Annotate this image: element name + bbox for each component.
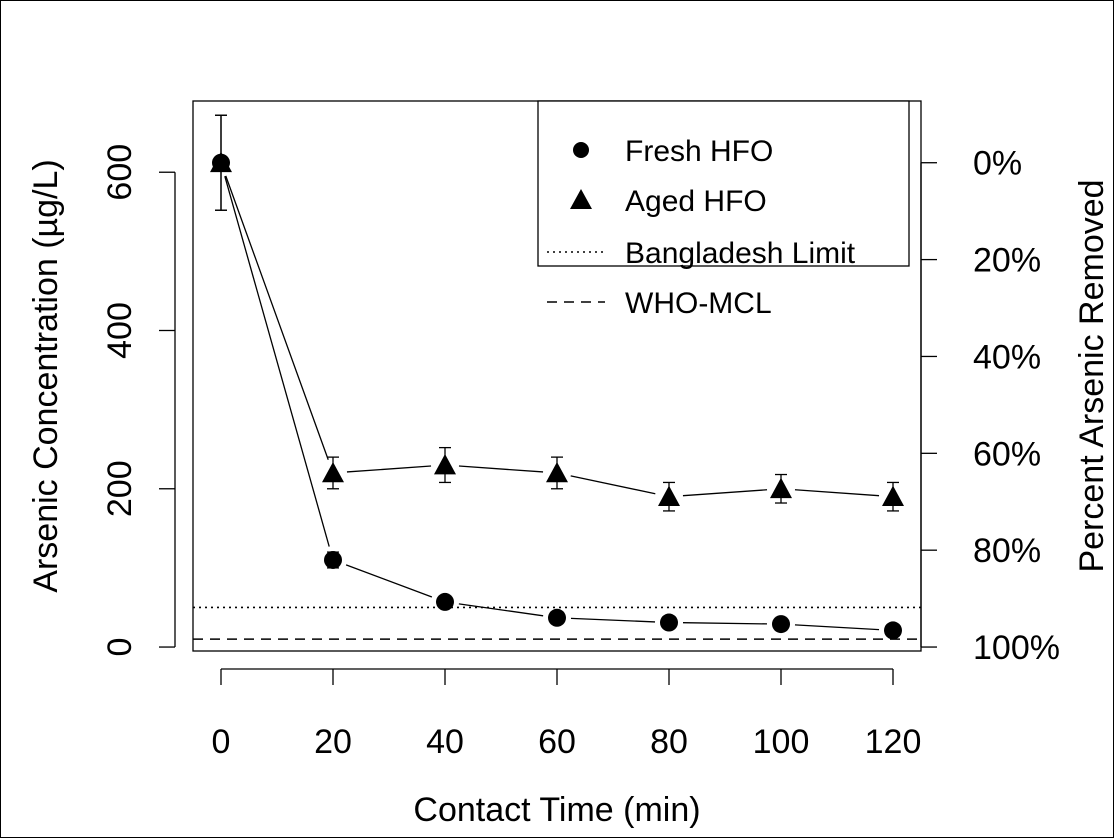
y-tick-label: 200 [101, 460, 139, 517]
series-line [682, 622, 768, 625]
x-tick-label: 100 [753, 723, 810, 761]
aged-hfo-point [210, 151, 232, 173]
aged-hfo-series [210, 114, 904, 512]
legend-label: Fresh HFO [625, 135, 773, 168]
fresh-hfo-point [324, 550, 342, 569]
x-tick-label: 40 [426, 723, 464, 761]
series-line [570, 475, 656, 495]
legend-box [537, 100, 910, 267]
right-tick-label: 80% [973, 532, 1041, 570]
right-tick-label: 40% [973, 338, 1041, 376]
aged-hfo-point [434, 454, 456, 475]
series-line [225, 175, 329, 460]
series-line [346, 465, 432, 473]
aged-hfo-point [322, 461, 344, 483]
series-line [794, 489, 880, 497]
series-line [458, 465, 544, 473]
x-tick-label: 20 [314, 723, 352, 761]
fresh-hfo-point [436, 592, 454, 611]
legend: Fresh HFO Aged HFO Bangladesh Limit WHO-MCL [537, 100, 910, 320]
aged-hfo-point [770, 477, 792, 499]
y-axis-title: Arsenic Concentration (µg/L) [27, 159, 65, 592]
right-tick-label: 0% [973, 145, 1022, 183]
series-line [458, 603, 544, 617]
x-tick-label: 0 [212, 723, 231, 761]
fresh-hfo-point [660, 613, 678, 632]
fresh-hfo-series [212, 114, 902, 640]
x-tick-label: 120 [865, 723, 922, 761]
aged-hfo-point [546, 461, 568, 483]
right-tick-label: 20% [973, 242, 1041, 280]
axes: 0 20 40 60 80 100 120 Contact Time (min) 0 200 400… [27, 100, 1111, 829]
series-line [345, 564, 433, 598]
y-tick-label: 0 [101, 638, 139, 657]
y-tick-label: 600 [101, 144, 139, 201]
legend-label: WHO-MCL [625, 287, 772, 320]
x-tick-label: 80 [650, 723, 688, 761]
fresh-hfo-point [884, 621, 902, 640]
series-line [682, 489, 768, 497]
y-tick-label: 400 [101, 302, 139, 359]
x-tick-label: 60 [538, 723, 576, 761]
plot-area [193, 114, 921, 640]
series-line [224, 176, 330, 547]
fresh-hfo-point [772, 615, 790, 634]
legend-triangle-key [570, 189, 592, 209]
legend-label: Aged HFO [625, 185, 767, 218]
legend-label: Bangladesh Limit [625, 237, 856, 270]
right-axis-title: Percent Arsenic Removed [1073, 179, 1111, 572]
right-tick-label: 100% [973, 629, 1060, 667]
series-line [794, 624, 880, 631]
legend-circle-key [573, 142, 589, 158]
series-line [570, 617, 656, 623]
right-tick-label: 60% [973, 435, 1041, 473]
fresh-hfo-point [548, 608, 566, 627]
x-axis-title: Contact Time (min) [413, 791, 700, 829]
aged-hfo-point [882, 485, 904, 507]
aged-hfo-point [658, 485, 680, 507]
